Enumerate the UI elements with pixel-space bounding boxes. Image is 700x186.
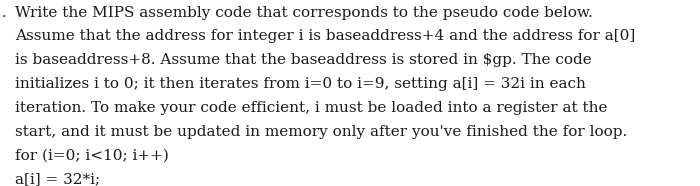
Text: .: . xyxy=(2,6,7,20)
Text: for (i=0; i<10; i++): for (i=0; i<10; i++) xyxy=(15,148,169,162)
Text: start, and it must be updated in memory only after you've finished the for loop.: start, and it must be updated in memory … xyxy=(15,125,628,139)
Text: Write the MIPS assembly code that corresponds to the pseudo code below.: Write the MIPS assembly code that corres… xyxy=(15,6,594,20)
Text: iteration. To make your code efficient, i must be loaded into a register at the: iteration. To make your code efficient, … xyxy=(15,101,608,115)
Text: is baseaddress+8. Assume that the baseaddress is stored in $gp. The code: is baseaddress+8. Assume that the basead… xyxy=(15,53,592,67)
Text: initializes i to 0; it then iterates from i=0 to i=9, setting a[i] = 32i in each: initializes i to 0; it then iterates fro… xyxy=(15,77,587,91)
Text: a[i] = 32*i;: a[i] = 32*i; xyxy=(15,172,101,186)
Text: Assume that the address for integer i is baseaddress+4 and the address for a[0]: Assume that the address for integer i is… xyxy=(15,29,636,43)
